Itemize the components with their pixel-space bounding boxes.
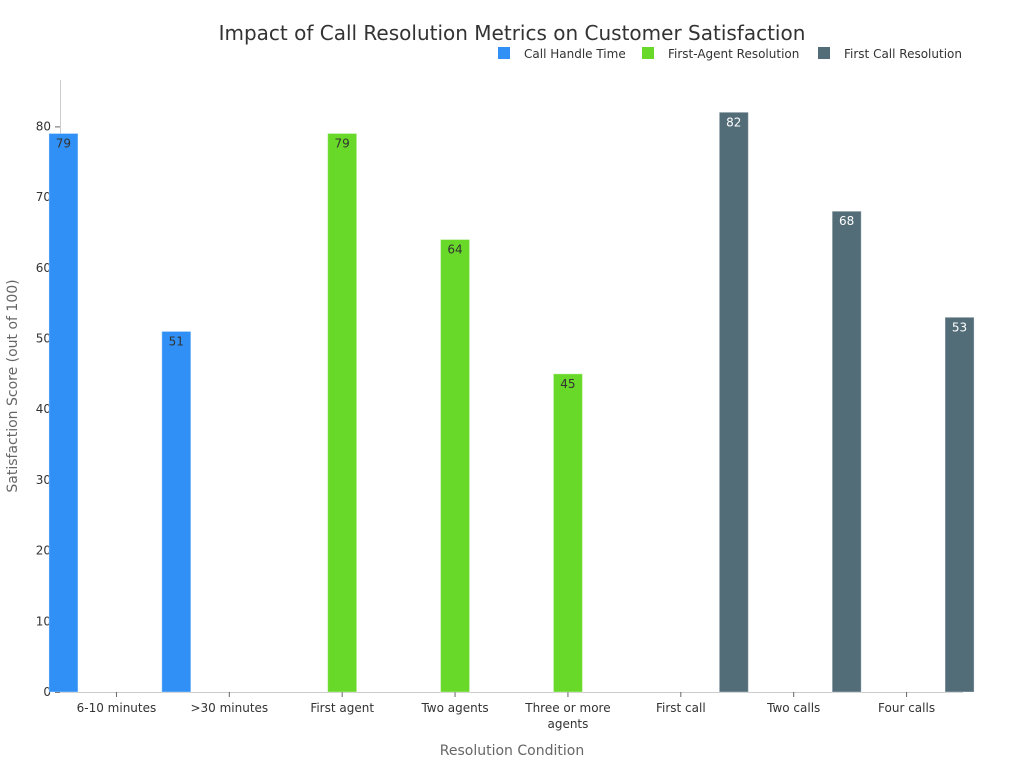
data-label-two-calls: 68 <box>839 214 854 228</box>
bar-call-handle-time-6-10-minutes <box>48 132 79 693</box>
data-label-two-agents: 64 <box>447 243 462 257</box>
data-labels: 79 51 79 64 45 82 68 53 <box>56 115 967 391</box>
bar-first-agent-resolution-first-agent <box>327 132 358 693</box>
legend-label-call-handle-time: Call Handle Time <box>524 47 626 61</box>
data-label-first-agent: 79 <box>335 136 350 150</box>
bar-first-agent-resolution-two-agents <box>440 239 471 693</box>
x-tick-label-three-or-more-agents: Three or more agents <box>524 701 610 731</box>
x-tick-label-6-10-minutes: 6-10 minutes <box>77 701 157 715</box>
axes <box>60 80 963 693</box>
y-tick-label: 20 <box>36 544 51 558</box>
bar-first-agent-resolution-three-or-more-agents <box>552 373 583 693</box>
y-tick-label: 40 <box>36 402 51 416</box>
x-tick-label-four-calls: Four calls <box>878 701 935 715</box>
data-label-6-10-minutes: 79 <box>56 136 71 150</box>
legend-swatch-call-handle-time <box>498 47 510 59</box>
x-tick-label-first-agent: First agent <box>310 701 374 715</box>
y-tick-label: 70 <box>36 190 51 204</box>
x-tick-label-two-agents: Two agents <box>420 701 488 715</box>
legend-swatch-first-agent-resolution <box>642 47 654 59</box>
legend-swatch-first-call-resolution <box>818 47 830 59</box>
y-axis-title: Satisfaction Score (out of 100) <box>5 279 21 492</box>
y-tick-label: 60 <box>36 261 51 275</box>
y-tick-label: 30 <box>36 473 51 487</box>
y-tick-label: 80 <box>36 119 51 133</box>
bar-first-call-resolution-first-call <box>718 111 749 693</box>
y-ticks: 0 10 20 30 40 50 60 70 80 <box>36 119 60 699</box>
x-ticks: 6-10 minutes >30 minutes First agent Two ag… <box>77 692 935 731</box>
x-tick-label-first-call: First call <box>656 701 706 715</box>
bars <box>48 111 975 693</box>
data-label-first-call: 82 <box>726 115 741 129</box>
y-tick-label: 10 <box>36 614 51 628</box>
data-label-four-calls: 53 <box>952 320 967 334</box>
legend: Call Handle Time First-Agent Resolution Fi… <box>498 47 962 61</box>
bar-first-call-resolution-two-calls <box>831 210 862 693</box>
x-tick-label-30-minutes: >30 minutes <box>190 701 268 715</box>
x-axis-title: Resolution Condition <box>440 743 584 759</box>
x-tick-label-two-calls: Two calls <box>766 701 820 715</box>
chart-title: Impact of Call Resolution Metrics on Cus… <box>219 21 806 45</box>
bar-first-call-resolution-four-calls <box>944 316 975 693</box>
y-tick-label: 0 <box>43 685 51 699</box>
data-label-30-minutes: 51 <box>169 334 184 348</box>
bar-call-handle-time-30-minutes <box>161 330 192 693</box>
legend-label-first-call-resolution: First Call Resolution <box>844 47 962 61</box>
legend-label-first-agent-resolution: First-Agent Resolution <box>668 47 799 61</box>
data-label-three-or-more-agents: 45 <box>560 377 575 391</box>
y-tick-label: 50 <box>36 332 51 346</box>
